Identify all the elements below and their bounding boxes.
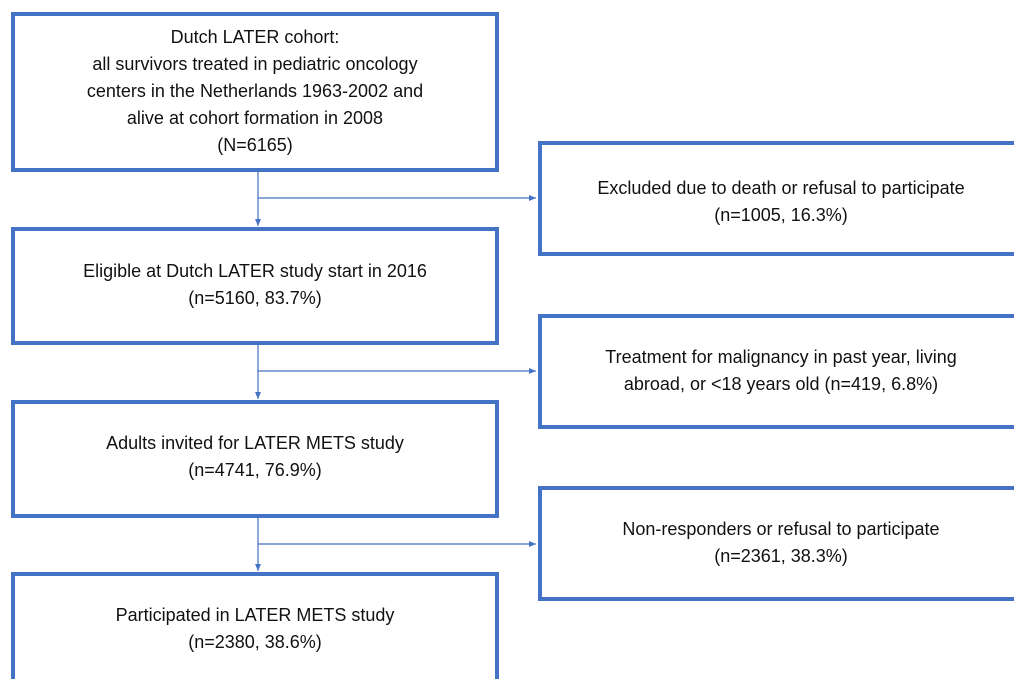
node-text: all survivors treated in pediatric oncol… xyxy=(92,54,417,74)
node-box xyxy=(11,400,499,518)
exclusion-text: (n=1005, 16.3%) xyxy=(714,205,848,225)
node-text: Participated in LATER METS study xyxy=(116,605,395,625)
exclusion-text: (n=2361, 38.3%) xyxy=(714,546,848,566)
exclusion-text: Treatment for malignancy in past year, l… xyxy=(605,347,957,367)
node-text: Dutch LATER cohort: xyxy=(171,27,340,47)
node-text: (N=6165) xyxy=(217,135,293,155)
node-box xyxy=(11,12,499,172)
node-text: centers in the Netherlands 1963-2002 and xyxy=(87,81,423,101)
node-text: Eligible at Dutch LATER study start in 2… xyxy=(83,261,427,281)
node-text: alive at cohort formation in 2008 xyxy=(127,108,383,128)
exclusion-text: Non-responders or refusal to participate xyxy=(622,519,939,539)
node-text: (n=5160, 83.7%) xyxy=(188,288,322,308)
node-box xyxy=(11,227,499,345)
node-box xyxy=(11,572,499,679)
exclusion-box xyxy=(538,314,1014,429)
exclusion-text: Excluded due to death or refusal to part… xyxy=(597,178,964,198)
exclusion-box xyxy=(538,141,1014,256)
exclusion-text: abroad, or <18 years old (n=419, 6.8%) xyxy=(624,374,938,394)
node-text: (n=2380, 38.6%) xyxy=(188,632,322,652)
node-text: (n=4741, 76.9%) xyxy=(188,460,322,480)
exclusion-box xyxy=(538,486,1014,601)
node-text: Adults invited for LATER METS study xyxy=(106,433,404,453)
